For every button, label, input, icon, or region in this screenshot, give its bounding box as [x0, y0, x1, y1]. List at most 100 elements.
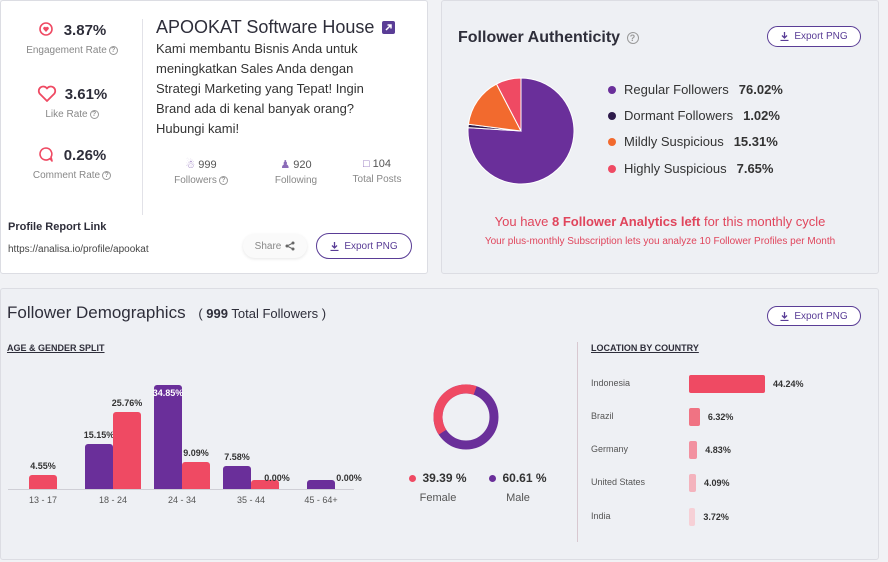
male-dot: [489, 475, 497, 482]
gender-donut-chart: [432, 383, 500, 451]
country-name: Germany: [591, 444, 629, 454]
posts-label: Total Posts: [352, 174, 402, 185]
country-value: 44.24%: [773, 379, 804, 389]
country-bar[interactable]: [689, 508, 696, 526]
profile-export-button[interactable]: Export PNG: [316, 233, 412, 259]
posts-stat: □ 104 Total Posts: [344, 158, 410, 185]
followers-count: 999: [198, 159, 217, 171]
info-icon[interactable]: ?: [626, 31, 639, 44]
demographics-export-button[interactable]: Export PNG: [767, 306, 861, 326]
like-rate-stat: 3.61% Like Rate?: [9, 85, 135, 120]
bar-male-1[interactable]: [85, 443, 113, 489]
bar-label: 15.15%: [83, 429, 115, 440]
export-label: Export PNG: [794, 31, 848, 42]
engagement-rate-stat: 3.87% Engagement Rate?: [9, 21, 135, 56]
demographics-title-text: Follower Demographics: [7, 303, 186, 322]
authenticity-title: Follower Authenticity ?: [458, 29, 639, 47]
bar-female-2[interactable]: [182, 461, 210, 489]
info-icon[interactable]: ?: [89, 109, 99, 119]
notice-suffix: for this monthly cycle: [700, 214, 826, 229]
male-label: Male: [506, 492, 530, 504]
country-name: United States: [591, 477, 646, 487]
total-close-paren: ): [321, 306, 327, 321]
total-followers-label: Total Followers: [231, 306, 319, 321]
followers-icon: ☃: [185, 159, 196, 171]
country-bar[interactable]: [689, 375, 765, 393]
bar-label: 0.00%: [336, 473, 362, 483]
legend-label: Mildly Suspicious: [624, 134, 724, 149]
country-name: Indonesia: [591, 378, 631, 388]
donut-female-segment[interactable]: [432, 383, 500, 451]
total-followers-count: 999: [206, 306, 228, 321]
comment-rate-stat: 0.26% Comment Rate?: [9, 146, 135, 181]
info-icon[interactable]: ?: [102, 170, 112, 180]
following-count: 920: [293, 159, 312, 171]
legend-item: Mildly Suspicious 15.31%: [608, 134, 778, 149]
info-icon[interactable]: ?: [218, 175, 228, 185]
bar-male-4[interactable]: [307, 480, 335, 489]
share-button[interactable]: Share: [243, 234, 307, 258]
download-icon: [330, 241, 339, 251]
bar-female-1[interactable]: [113, 412, 141, 489]
bar-label: 4.55%: [30, 461, 56, 472]
followers-stat: ☃ 999 Followers?: [165, 158, 237, 186]
authenticity-pie-chart: [467, 77, 575, 185]
info-icon[interactable]: ?: [108, 45, 118, 55]
legend-label: Highly Suspicious: [624, 161, 727, 176]
external-link-icon[interactable]: [382, 21, 396, 34]
demographics-title: Follower Demographics ( 999 Total Follow…: [7, 303, 326, 323]
legend-value: 1.02%: [743, 108, 780, 123]
authenticity-export-button[interactable]: Export PNG: [767, 26, 861, 47]
x-axis-label: 45 - 64+: [304, 495, 338, 505]
engagement-rate-value: 3.87%: [63, 21, 107, 39]
location-heading: LOCATION BY COUNTRY: [591, 343, 699, 353]
comment-rate-value: 0.26%: [63, 146, 107, 164]
notice-prefix: You have: [494, 214, 552, 229]
female-label: Female: [419, 492, 457, 504]
following-stat: ♟ 920 Following: [263, 158, 329, 186]
legend-dot: [608, 164, 616, 173]
legend-dot: [608, 85, 616, 94]
female-percent: 39.39 %: [422, 471, 467, 485]
chart-baseline: [8, 489, 354, 490]
female-stat: 39.39 % Female: [398, 471, 478, 504]
report-link[interactable]: https://analisa.io/profile/apookat: [8, 244, 149, 255]
x-axis-label: 18 - 24: [98, 495, 128, 505]
male-percent: 60.61 %: [502, 471, 547, 485]
legend-label: Dormant Followers: [624, 108, 734, 123]
legend-dot: [608, 111, 616, 120]
comment-icon: [38, 147, 53, 162]
country-bar[interactable]: [689, 408, 700, 426]
bar-male-2[interactable]: [154, 385, 182, 489]
profile-header: APOOKAT Software House: [156, 17, 396, 38]
country-bar[interactable]: [689, 474, 697, 492]
legend-value: 15.31%: [733, 134, 778, 149]
bar-female-3[interactable]: [251, 480, 279, 489]
country-bar[interactable]: [689, 441, 698, 459]
x-axis-label: 24 - 34: [167, 495, 197, 505]
following-label: Following: [274, 175, 318, 186]
x-axis-label: 35 - 44: [236, 495, 266, 505]
country-value: 4.83%: [705, 445, 731, 455]
subscription-notice: Your plus-monthly Subscription lets you …: [484, 236, 836, 247]
heart-icon: [37, 85, 56, 102]
analytics-notice: You have 8 Follower Analytics left for t…: [441, 214, 879, 229]
age-gender-heading: AGE & GENDER SPLIT: [7, 343, 105, 353]
bar-label: 0.00%: [264, 473, 290, 483]
comment-rate-label: Comment Rate: [32, 170, 101, 181]
vertical-divider: [142, 19, 143, 215]
share-icon: [285, 241, 295, 251]
download-icon: [780, 311, 789, 321]
male-stat: 60.61 % Male: [478, 471, 558, 504]
profile-name: APOOKAT Software House: [156, 17, 375, 37]
country-value: 4.09%: [704, 478, 730, 488]
like-rate-label: Like Rate: [45, 109, 88, 120]
posts-icon: □: [362, 158, 370, 170]
engagement-rate-label: Engagement Rate: [26, 45, 107, 56]
total-open-paren: (: [198, 306, 203, 321]
like-rate-value: 3.61%: [64, 85, 108, 103]
pie-slice-mildly-suspicious[interactable]: [467, 83, 522, 132]
pie-slice-highly-suspicious[interactable]: [495, 77, 522, 132]
bar-male-3[interactable]: [223, 466, 251, 489]
bar-female-0[interactable]: [29, 475, 57, 489]
